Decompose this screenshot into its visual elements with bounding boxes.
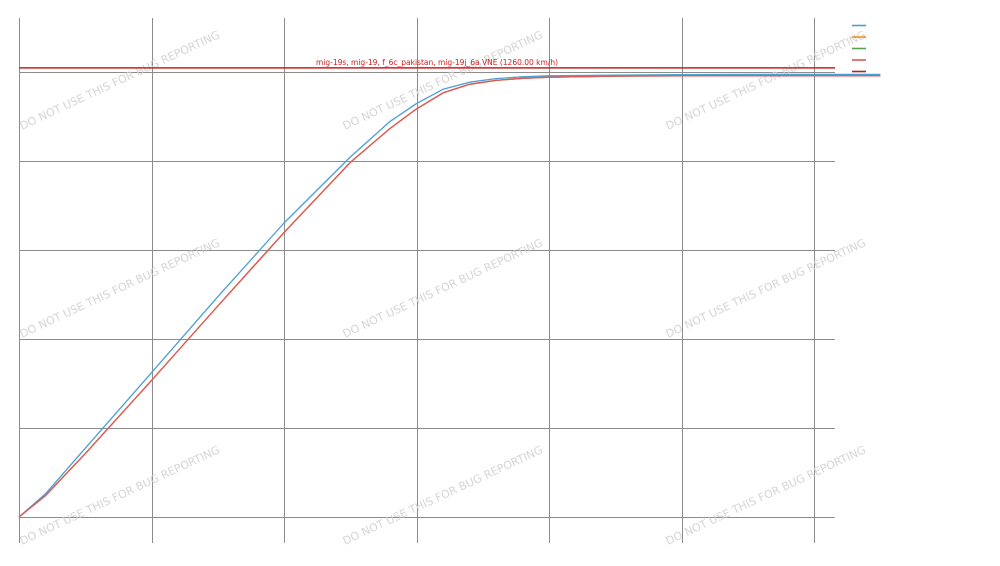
watermark-layer: DO NOT USE THIS FOR BUG REPORTING DO NOT … — [18, 28, 868, 547]
watermark-text: DO NOT USE THIS FOR BUG REPORTING — [18, 28, 222, 132]
legend[interactable] — [852, 24, 866, 73]
vne-label: mig-19s, mig-19, f_6c_pakistan, mig-19j_… — [316, 58, 558, 67]
grid-lines — [19, 18, 835, 543]
watermark-text: DO NOT USE THIS FOR BUG REPORTING — [341, 443, 545, 547]
watermark-text: DO NOT USE THIS FOR BUG REPORTING — [341, 28, 545, 132]
series-line-4 — [18, 75, 881, 518]
series-line-1 — [18, 73, 881, 518]
watermark-text: DO NOT USE THIS FOR BUG REPORTING — [664, 443, 868, 547]
watermark-text: DO NOT USE THIS FOR BUG REPORTING — [664, 28, 868, 132]
watermark-text: DO NOT USE THIS FOR BUG REPORTING — [18, 443, 222, 547]
watermark-text: DO NOT USE THIS FOR BUG REPORTING — [18, 236, 222, 340]
watermark-text: DO NOT USE THIS FOR BUG REPORTING — [341, 236, 545, 340]
vne-layer: mig-19s, mig-19, f_6c_pakistan, mig-19j_… — [19, 58, 835, 69]
watermark-text: DO NOT USE THIS FOR BUG REPORTING — [664, 236, 868, 340]
series-layer — [18, 73, 881, 518]
